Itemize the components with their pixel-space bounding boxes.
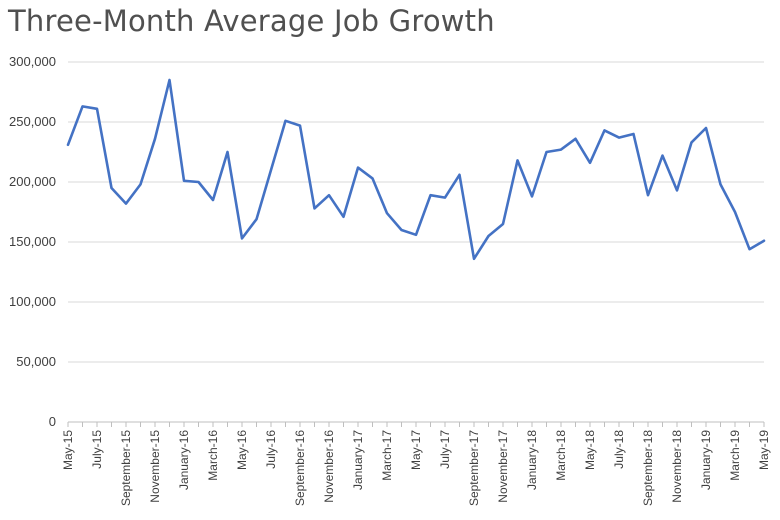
x-tick-label: November-15 xyxy=(148,430,162,503)
y-tick-label: 250,000 xyxy=(9,114,56,129)
x-tick-label: March-18 xyxy=(554,430,568,481)
x-tick-label: July-17 xyxy=(438,430,452,469)
x-tick-label: January-16 xyxy=(177,430,191,490)
x-tick-label: May-15 xyxy=(61,430,75,470)
x-tick-label: July-16 xyxy=(264,430,278,469)
y-tick-label: 150,000 xyxy=(9,234,56,249)
x-tick-label: November-17 xyxy=(496,430,510,503)
y-tick-label: 0 xyxy=(49,414,56,429)
x-tick-label: May-17 xyxy=(409,430,423,470)
x-tick-label: September-18 xyxy=(641,430,655,506)
x-tick-label: November-18 xyxy=(670,430,684,503)
x-tick-label: May-19 xyxy=(757,430,771,470)
x-tick-label: January-17 xyxy=(351,430,365,490)
x-tick-label: May-16 xyxy=(235,430,249,470)
x-tick-label: September-17 xyxy=(467,430,481,506)
x-axis xyxy=(67,421,765,427)
y-tick-label: 300,000 xyxy=(9,54,56,69)
series-line xyxy=(66,78,766,261)
x-tick-label: November-16 xyxy=(322,430,336,503)
y-axis-tick-labels: 0 50,000 100,000 150,000 200,000 250,000 300,0… xyxy=(9,54,56,429)
y-tick-label: 200,000 xyxy=(9,174,56,189)
x-tick-label: March-19 xyxy=(728,430,742,481)
x-tick-label: March-17 xyxy=(380,430,394,481)
x-tick-label: July-18 xyxy=(612,430,626,469)
x-axis-tick-labels: May-15 July-15 September-15 November-15 Janu… xyxy=(61,430,771,506)
x-tick-label: July-15 xyxy=(90,430,104,469)
y-tick-label: 100,000 xyxy=(9,294,56,309)
y-tick-label: 50,000 xyxy=(16,354,56,369)
series-layer xyxy=(66,78,766,261)
x-tick-label: March-16 xyxy=(206,430,220,481)
chart-title: Three-Month Average Job Growth xyxy=(8,4,495,38)
x-tick-label: September-15 xyxy=(119,430,133,506)
x-tick-label: September-16 xyxy=(293,430,307,506)
x-tick-label: January-19 xyxy=(699,430,713,490)
x-tick-label: May-18 xyxy=(583,430,597,470)
x-tick-label: January-18 xyxy=(525,430,539,490)
